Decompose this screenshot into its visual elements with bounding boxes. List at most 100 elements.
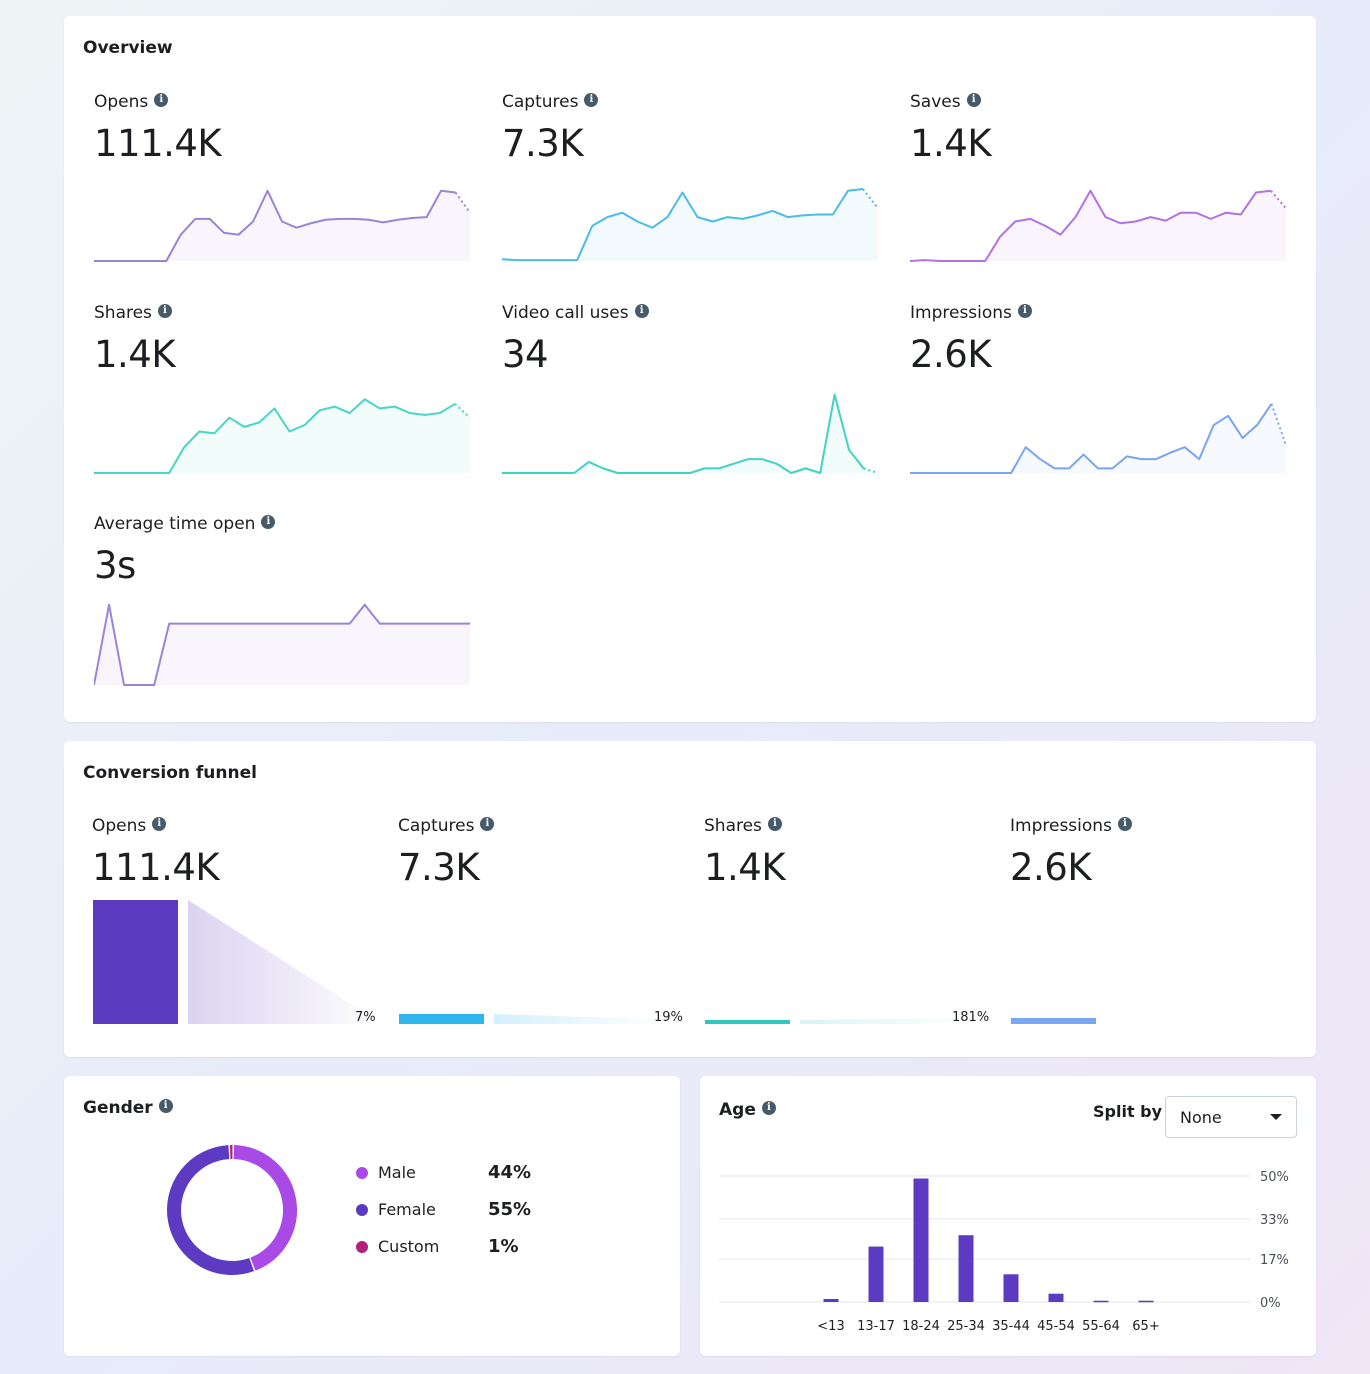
legend-pct-male: 44% <box>488 1162 532 1183</box>
metric-shares: Shares i 1.4K <box>94 303 176 376</box>
funnel-title: Conversion funnel <box>83 763 257 783</box>
funnel-bar-opens <box>93 900 178 1024</box>
legend-label: Female <box>378 1200 436 1219</box>
info-icon[interactable]: i <box>584 93 599 107</box>
donut-slice-male <box>233 1145 297 1271</box>
funnel-pct-captures: 19% <box>654 1010 683 1025</box>
funnel-step-value: 2.6K <box>1010 846 1092 889</box>
info-icon[interactable]: i <box>1017 304 1032 318</box>
metric-saves: Saves i 1.4K <box>910 92 992 165</box>
metric-average-time-open: Average time open i 3s <box>94 514 276 587</box>
age-bar <box>1093 1300 1109 1303</box>
info-icon[interactable]: i <box>1117 817 1132 831</box>
metric-label: Video call uses <box>502 303 629 323</box>
legend-dot <box>356 1240 368 1253</box>
info-icon[interactable]: i <box>480 817 495 831</box>
gender-card: Gender i Male 44% Female 55% Custom 1% <box>64 1076 680 1356</box>
info-icon[interactable]: i <box>966 93 981 107</box>
metric-opens: Opens i 111.4K <box>94 92 222 165</box>
legend-dot <box>356 1203 368 1216</box>
sparkline-area <box>910 190 1286 261</box>
sparkline-line <box>94 603 470 686</box>
sparkline-line <box>910 403 1273 474</box>
sparkline-area <box>910 403 1286 473</box>
x-tick-label: 65+ <box>1132 1319 1159 1334</box>
funnel-step-captures: Captures i 7.3K <box>398 816 495 889</box>
sparkline-area <box>502 394 878 473</box>
split-by-dropdown[interactable]: None <box>1165 1096 1297 1138</box>
funnel-bar-impressions <box>1011 1018 1096 1024</box>
age-bar <box>913 1178 929 1302</box>
info-icon[interactable]: i <box>152 817 167 831</box>
age-bar <box>823 1298 839 1302</box>
legend-item-male: Male <box>356 1163 416 1182</box>
shares-sparkline <box>94 398 470 474</box>
metric-label: Shares <box>94 303 152 323</box>
funnel-step-opens: Opens i 111.4K <box>92 816 220 889</box>
funnel-step-value: 1.4K <box>704 846 786 889</box>
sparkline-line <box>94 189 456 262</box>
funnel-step-label: Opens <box>92 816 147 836</box>
sparkline-area <box>502 189 878 261</box>
funnel-connector-captures <box>494 1014 654 1024</box>
info-icon[interactable]: i <box>767 817 782 831</box>
sparkline-partial-segment <box>1270 403 1286 446</box>
metric-value: 7.3K <box>502 122 584 165</box>
x-tick-label: 25-34 <box>947 1319 985 1334</box>
metric-label: Impressions <box>910 303 1012 323</box>
sparkline-area <box>94 604 470 685</box>
info-icon[interactable]: i <box>761 1101 776 1115</box>
funnel-step-value: 7.3K <box>398 846 480 889</box>
sparkline-area <box>94 190 470 261</box>
legend-pct-custom: 1% <box>488 1236 519 1257</box>
funnel-pct-opens: 7% <box>355 1010 376 1025</box>
age-title: Age i <box>719 1100 776 1120</box>
metric-label: Saves <box>910 92 961 112</box>
metric-label: Average time open <box>94 514 256 534</box>
split-by-value: None <box>1180 1107 1222 1127</box>
overview-card: Overview Opens i 111.4K Captures i 7.3K Sa… <box>64 16 1316 722</box>
gender-title: Gender i <box>83 1098 173 1118</box>
funnel-step-shares: Shares i 1.4K <box>704 816 786 889</box>
saves-sparkline <box>910 189 1286 262</box>
impressions-sparkline <box>910 403 1286 474</box>
conversion-funnel-card: Conversion funnel Opens i 111.4K Captures… <box>64 741 1316 1057</box>
sparkline-line <box>910 189 1272 262</box>
sparkline-partial-segment <box>862 188 878 209</box>
opens-sparkline <box>94 189 470 262</box>
age-bar <box>1048 1293 1064 1302</box>
metric-video-call-uses: Video call uses i 34 <box>502 303 649 376</box>
captures-sparkline <box>502 188 878 262</box>
funnel-pct-shares: 181% <box>952 1010 990 1025</box>
funnel-bar-shares <box>705 1020 790 1024</box>
metric-value: 2.6K <box>910 333 992 376</box>
sparkline-line <box>502 393 865 474</box>
sparkline-partial-segment <box>1270 190 1286 209</box>
funnel-step-label: Captures <box>398 816 475 836</box>
metric-value: 1.4K <box>94 333 176 376</box>
sparkline-line <box>502 188 864 262</box>
funnel-step-value: 111.4K <box>92 846 220 889</box>
info-icon[interactable]: i <box>158 1099 173 1113</box>
legend-label: Male <box>378 1163 416 1182</box>
info-icon[interactable]: i <box>157 304 172 318</box>
metric-value: 1.4K <box>910 122 992 165</box>
y-tick-label: 0% <box>1260 1296 1281 1311</box>
overview-title: Overview <box>83 38 173 58</box>
info-icon[interactable]: i <box>261 515 276 529</box>
gender-donut <box>167 1145 297 1275</box>
funnel-step-label: Shares <box>704 816 762 836</box>
x-tick-label: 55-64 <box>1082 1319 1120 1334</box>
metric-impressions: Impressions i 2.6K <box>910 303 1032 376</box>
legend-label: Custom <box>378 1237 440 1256</box>
funnel-bar-captures <box>399 1014 484 1024</box>
funnel-step-label: Impressions <box>1010 816 1112 836</box>
sparkline-line <box>94 398 456 474</box>
age-bar <box>1138 1300 1154 1303</box>
info-icon[interactable]: i <box>154 93 169 107</box>
metric-value: 34 <box>502 333 549 376</box>
x-tick-label: 45-54 <box>1037 1319 1075 1334</box>
info-icon[interactable]: i <box>634 304 649 318</box>
video-call-uses-sparkline <box>502 393 878 474</box>
age-bar <box>958 1235 974 1302</box>
